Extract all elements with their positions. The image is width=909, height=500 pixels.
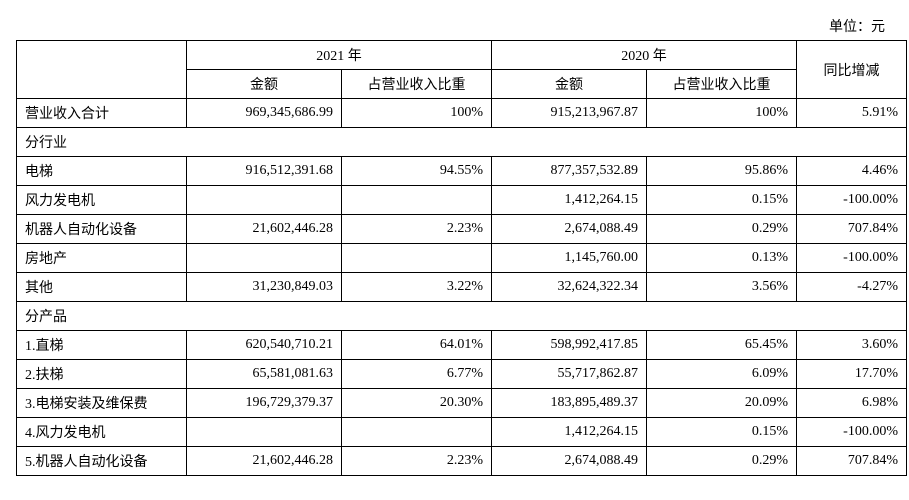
section-industry-label: 分行业 (17, 128, 907, 157)
product-cell-amt-2020: 1,412,264.15 (492, 418, 647, 447)
product-cell-label: 1.直梯 (17, 331, 187, 360)
table-row: 3.电梯安装及维保费196,729,379.3720.30%183,895,48… (17, 389, 907, 418)
industry-cell-yoy: 4.46% (797, 157, 907, 186)
header-amount-2020: 金额 (492, 70, 647, 99)
table-row: 机器人自动化设备21,602,446.282.23%2,674,088.490.… (17, 215, 907, 244)
product-cell-ratio-2021: 20.30% (342, 389, 492, 418)
product-cell-amt-2021: 620,540,710.21 (187, 331, 342, 360)
total-ratio-2020: 100% (647, 99, 797, 128)
industry-cell-ratio-2020: 0.29% (647, 215, 797, 244)
product-cell-ratio-2020: 0.29% (647, 447, 797, 476)
revenue-table: 2021 年 2020 年 同比增减 金额 占营业收入比重 金额 占营业收入比重… (16, 40, 907, 476)
table-row: 5.机器人自动化设备21,602,446.282.23%2,674,088.49… (17, 447, 907, 476)
industry-cell-ratio-2020: 3.56% (647, 273, 797, 302)
industry-cell-amt-2020: 32,624,322.34 (492, 273, 647, 302)
industry-cell-yoy: -100.00% (797, 186, 907, 215)
industry-cell-amt-2020: 1,412,264.15 (492, 186, 647, 215)
product-cell-ratio-2021: 64.01% (342, 331, 492, 360)
industry-cell-label: 其他 (17, 273, 187, 302)
header-ratio-2021: 占营业收入比重 (342, 70, 492, 99)
header-yoy: 同比增减 (797, 41, 907, 99)
total-ratio-2021: 100% (342, 99, 492, 128)
industry-cell-yoy: 707.84% (797, 215, 907, 244)
table-row: 1.直梯620,540,710.2164.01%598,992,417.8565… (17, 331, 907, 360)
product-cell-ratio-2021: 6.77% (342, 360, 492, 389)
industry-cell-amt-2021 (187, 244, 342, 273)
table-row: 房地产 1,145,760.000.13%-100.00% (17, 244, 907, 273)
industry-cell-ratio-2020: 95.86% (647, 157, 797, 186)
total-amt-2021: 969,345,686.99 (187, 99, 342, 128)
product-cell-yoy: 6.98% (797, 389, 907, 418)
product-cell-ratio-2020: 0.15% (647, 418, 797, 447)
product-cell-yoy: 17.70% (797, 360, 907, 389)
product-cell-label: 3.电梯安装及维保费 (17, 389, 187, 418)
industry-cell-label: 机器人自动化设备 (17, 215, 187, 244)
industry-cell-amt-2021: 31,230,849.03 (187, 273, 342, 302)
total-label: 营业收入合计 (17, 99, 187, 128)
header-row-1: 2021 年 2020 年 同比增减 (17, 41, 907, 70)
industry-cell-ratio-2021: 3.22% (342, 273, 492, 302)
industry-cell-ratio-2020: 0.13% (647, 244, 797, 273)
total-yoy: 5.91% (797, 99, 907, 128)
industry-cell-label: 电梯 (17, 157, 187, 186)
product-cell-yoy: 3.60% (797, 331, 907, 360)
industry-cell-ratio-2021 (342, 244, 492, 273)
industry-cell-amt-2020: 877,357,532.89 (492, 157, 647, 186)
industry-cell-ratio-2021: 94.55% (342, 157, 492, 186)
industry-cell-yoy: -4.27% (797, 273, 907, 302)
total-amt-2020: 915,213,967.87 (492, 99, 647, 128)
product-cell-label: 2.扶梯 (17, 360, 187, 389)
table-row: 2.扶梯65,581,081.636.77%55,717,862.876.09%… (17, 360, 907, 389)
header-ratio-2020: 占营业收入比重 (647, 70, 797, 99)
table-row: 其他31,230,849.033.22%32,624,322.343.56%-4… (17, 273, 907, 302)
industry-cell-amt-2021 (187, 186, 342, 215)
industry-cell-amt-2021: 916,512,391.68 (187, 157, 342, 186)
industry-cell-ratio-2021 (342, 186, 492, 215)
header-2021: 2021 年 (187, 41, 492, 70)
total-row: 营业收入合计 969,345,686.99 100% 915,213,967.8… (17, 99, 907, 128)
product-cell-amt-2021 (187, 418, 342, 447)
product-cell-ratio-2020: 65.45% (647, 331, 797, 360)
industry-cell-label: 房地产 (17, 244, 187, 273)
table-row: 电梯916,512,391.6894.55%877,357,532.8995.8… (17, 157, 907, 186)
header-blank (17, 41, 187, 99)
industry-cell-ratio-2021: 2.23% (342, 215, 492, 244)
table-row: 风力发电机 1,412,264.150.15%-100.00% (17, 186, 907, 215)
product-cell-amt-2020: 55,717,862.87 (492, 360, 647, 389)
industry-cell-ratio-2020: 0.15% (647, 186, 797, 215)
product-cell-amt-2021: 21,602,446.28 (187, 447, 342, 476)
product-cell-amt-2020: 2,674,088.49 (492, 447, 647, 476)
table-row: 4.风力发电机 1,412,264.150.15%-100.00% (17, 418, 907, 447)
section-product-row: 分产品 (17, 302, 907, 331)
header-2020: 2020 年 (492, 41, 797, 70)
product-cell-amt-2021: 65,581,081.63 (187, 360, 342, 389)
table-body: 营业收入合计 969,345,686.99 100% 915,213,967.8… (17, 99, 907, 476)
industry-cell-amt-2020: 2,674,088.49 (492, 215, 647, 244)
section-product-label: 分产品 (17, 302, 907, 331)
product-cell-ratio-2021 (342, 418, 492, 447)
product-cell-ratio-2021: 2.23% (342, 447, 492, 476)
product-cell-amt-2020: 183,895,489.37 (492, 389, 647, 418)
industry-cell-label: 风力发电机 (17, 186, 187, 215)
header-amount-2021: 金额 (187, 70, 342, 99)
product-cell-ratio-2020: 20.09% (647, 389, 797, 418)
section-industry-row: 分行业 (17, 128, 907, 157)
industry-cell-yoy: -100.00% (797, 244, 907, 273)
product-cell-amt-2021: 196,729,379.37 (187, 389, 342, 418)
industry-cell-amt-2020: 1,145,760.00 (492, 244, 647, 273)
unit-label: 单位：元 (16, 16, 885, 36)
product-cell-yoy: -100.00% (797, 418, 907, 447)
product-cell-label: 4.风力发电机 (17, 418, 187, 447)
product-cell-amt-2020: 598,992,417.85 (492, 331, 647, 360)
product-cell-ratio-2020: 6.09% (647, 360, 797, 389)
industry-cell-amt-2021: 21,602,446.28 (187, 215, 342, 244)
product-cell-yoy: 707.84% (797, 447, 907, 476)
product-cell-label: 5.机器人自动化设备 (17, 447, 187, 476)
